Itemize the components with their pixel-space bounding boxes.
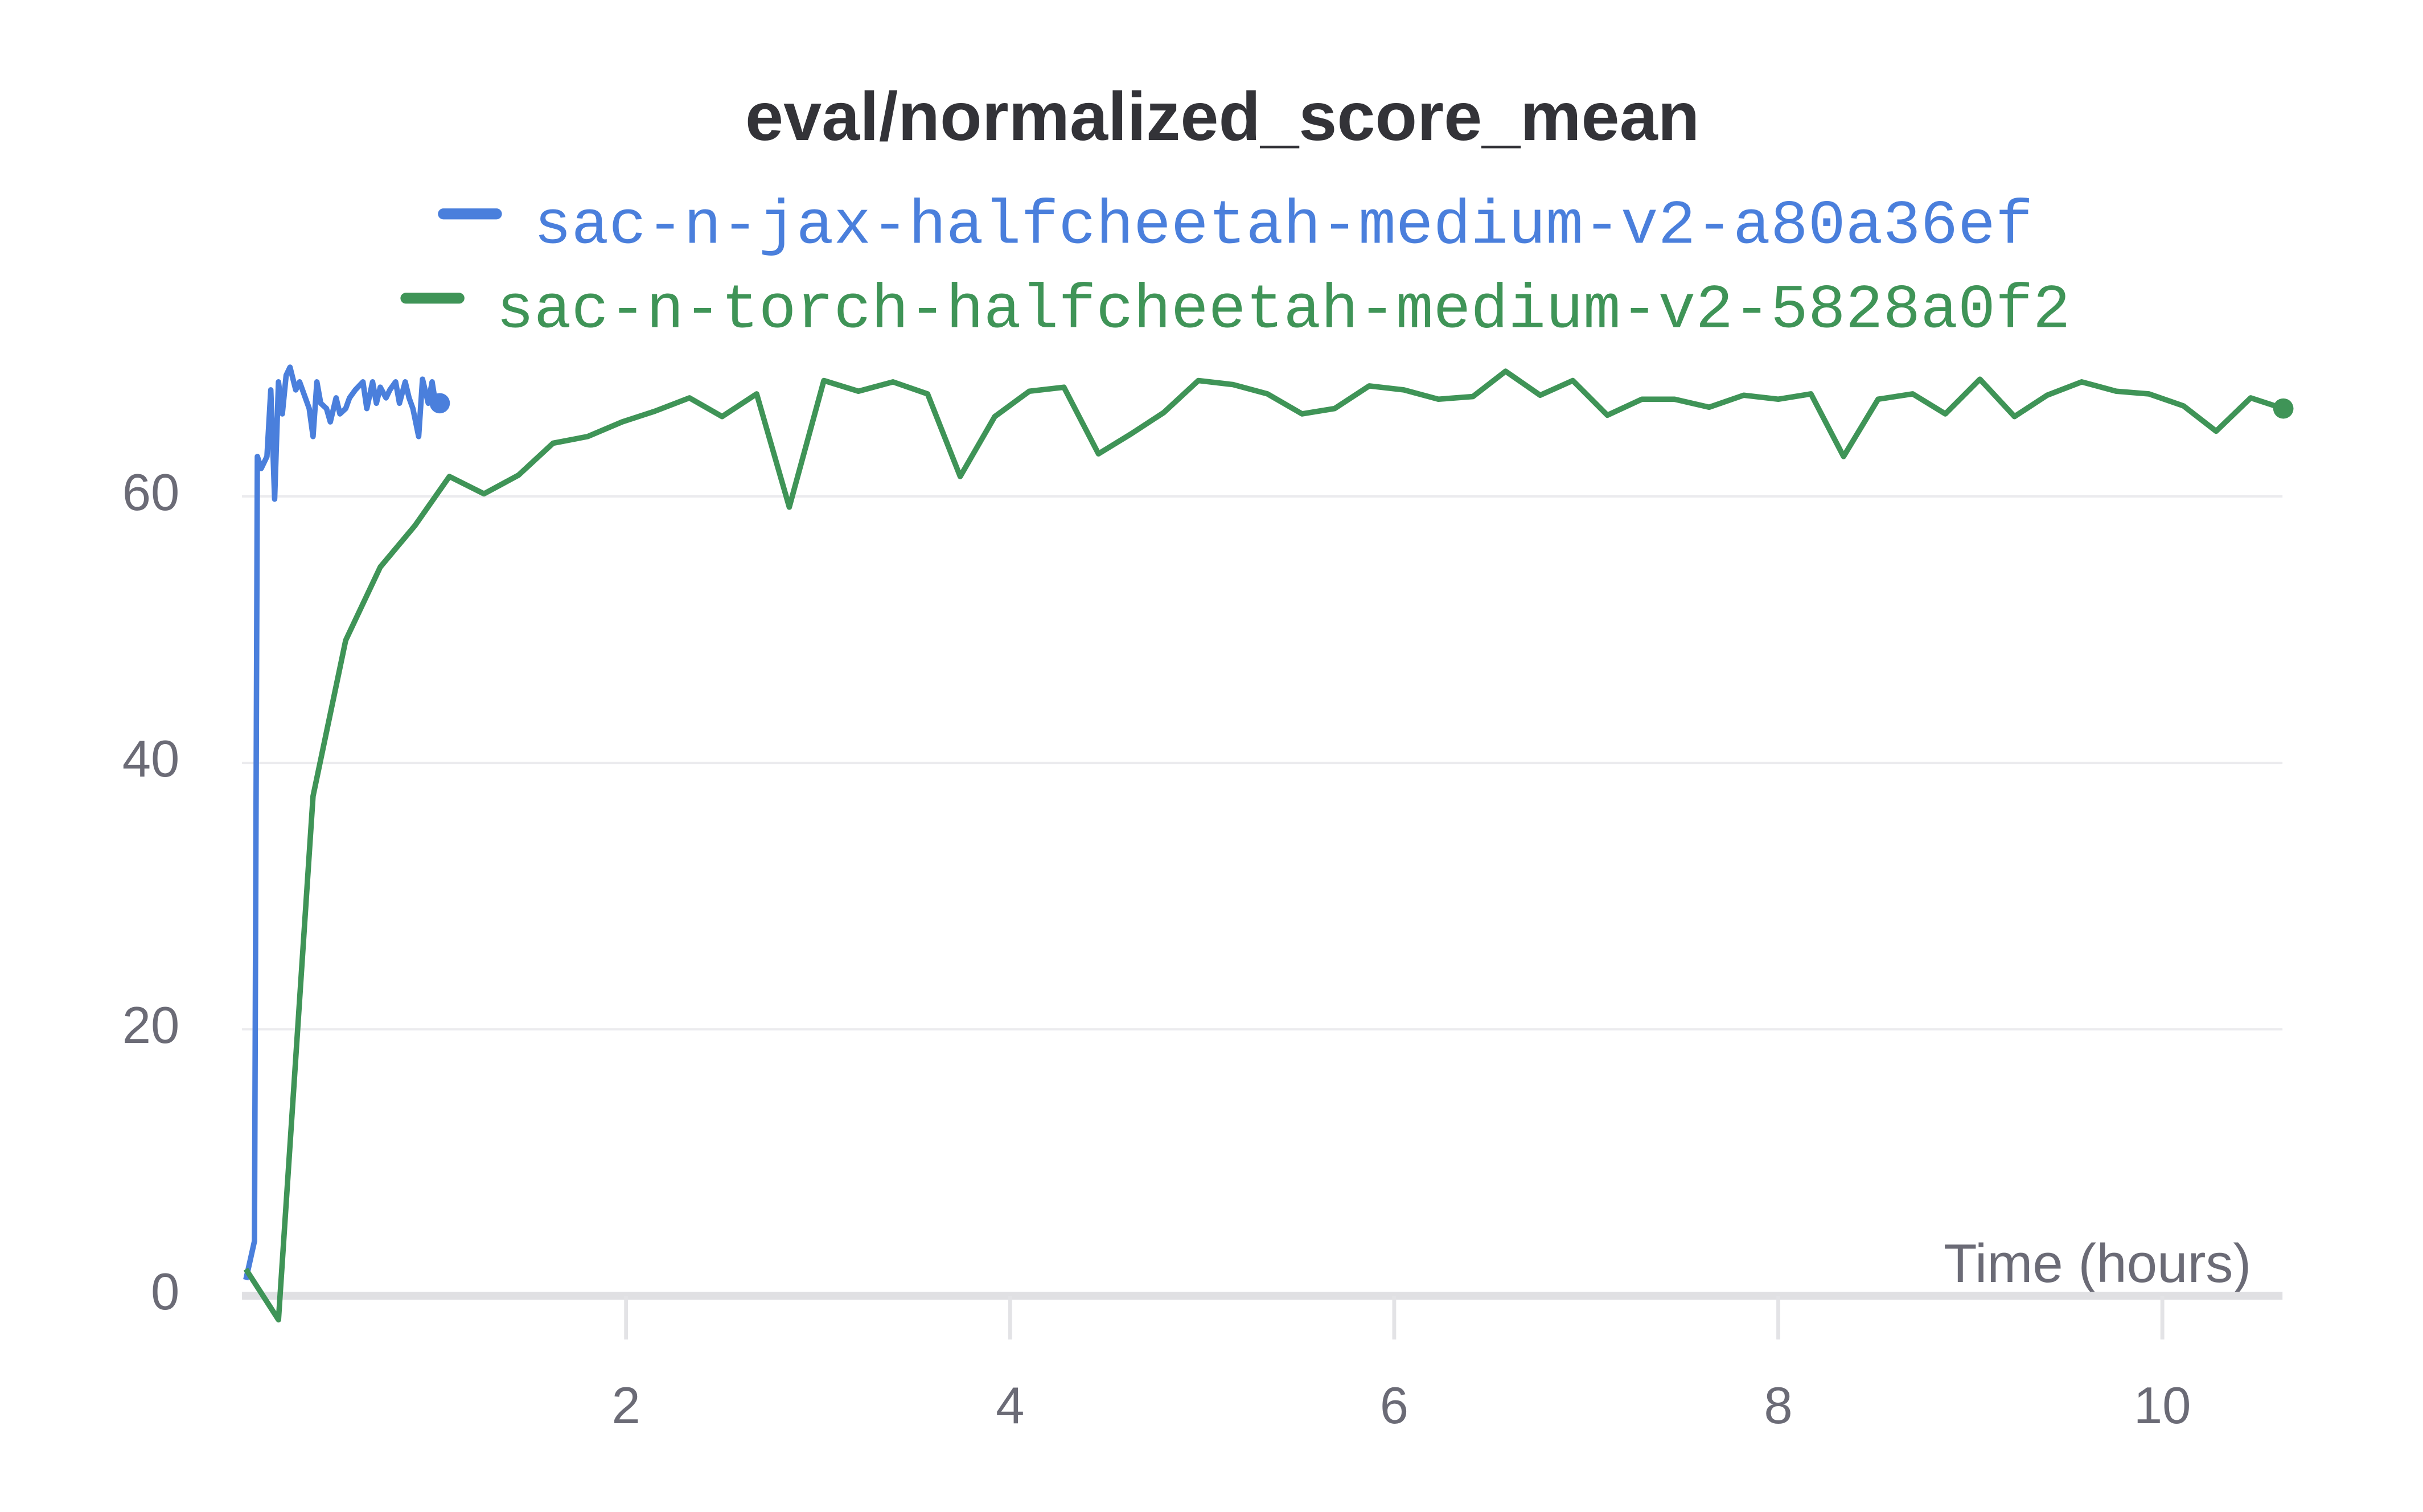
y-tick-label: 40 (122, 730, 180, 788)
x-axis-label: Time (hours) (1944, 1233, 2251, 1294)
legend-label: sac-n-torch-halfcheetah-medium-v2-5828a0… (496, 276, 2071, 346)
series-line (243, 368, 2285, 1323)
x-tick-label: 8 (1764, 1377, 1792, 1435)
y-tick-label: 20 (122, 997, 180, 1054)
x-tick-label: 6 (1380, 1377, 1408, 1435)
series-end-dot (429, 393, 450, 414)
legend-label: sac-n-jax-halfcheetah-medium-v2-a80a36ef (534, 191, 2033, 262)
y-tick-label: 0 (151, 1263, 179, 1321)
chart-title: eval/normalized_score_mean (745, 78, 1699, 155)
y-tick-label: 60 (122, 464, 180, 521)
series-line (243, 364, 442, 1281)
x-tick-label: 10 (2134, 1377, 2191, 1435)
x-tick-label: 4 (996, 1377, 1024, 1435)
series-end-dot (2273, 398, 2294, 419)
x-tick-label: 2 (612, 1377, 640, 1435)
